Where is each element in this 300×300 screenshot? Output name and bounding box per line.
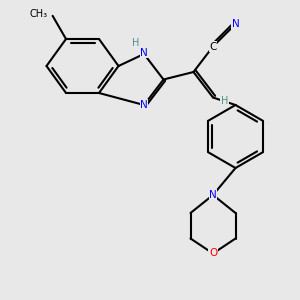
Text: N: N [209,190,217,200]
Text: N: N [140,47,148,58]
Text: N: N [232,19,239,29]
Text: C: C [209,41,217,52]
Text: N: N [140,100,148,110]
Text: H: H [221,95,228,106]
Text: CH₃: CH₃ [30,9,48,19]
Text: O: O [209,248,217,259]
Text: H: H [132,38,139,48]
